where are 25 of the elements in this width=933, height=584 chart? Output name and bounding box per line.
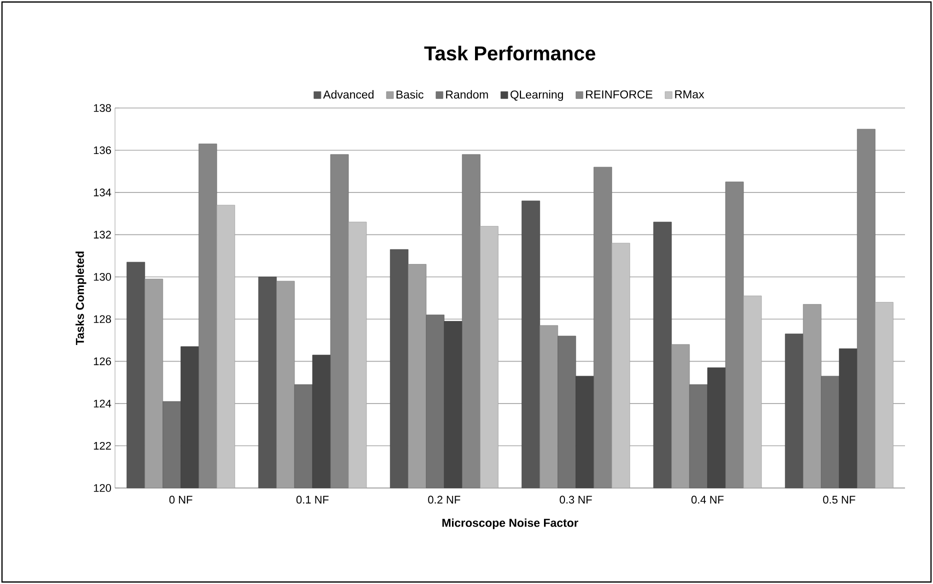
chart-title: Task Performance (424, 46, 596, 60)
y-tick-label: 124 (94, 400, 112, 408)
y-tick-label: 130 (94, 273, 112, 281)
y-tick-label: 126 (94, 357, 111, 366)
y-tick-label: 122 (94, 442, 111, 450)
y-tick-label: 132 (94, 230, 111, 239)
y-tick-label: 136 (94, 146, 111, 154)
y-tick-label: 138 (94, 104, 111, 112)
x-tick-label: 0.5 NF (823, 496, 856, 504)
y-tick-label: 128 (94, 315, 111, 324)
x-tick-label: 0.4 NF (691, 496, 724, 504)
legend-label: Advanced (323, 90, 374, 99)
x-tick-label: 0.3 NF (560, 496, 592, 504)
legend-label: REINFORCE (586, 90, 652, 98)
legend-label: RMax (675, 90, 704, 98)
legend-label: QLearning (510, 90, 563, 101)
x-axis-title: Microscope Noise Factor (442, 518, 578, 530)
legend-label: Basic (396, 90, 424, 99)
y-tick-label: 134 (94, 188, 112, 196)
x-tick-label: 0 NF (169, 496, 192, 504)
y-axis-title: Tasks Completed (76, 252, 86, 346)
x-tick-label: 0.1 NF (296, 496, 329, 504)
y-tick-label: 120 (94, 484, 112, 492)
legend-label: Random (446, 90, 488, 99)
x-tick-label: 0.2 NF (428, 496, 460, 504)
